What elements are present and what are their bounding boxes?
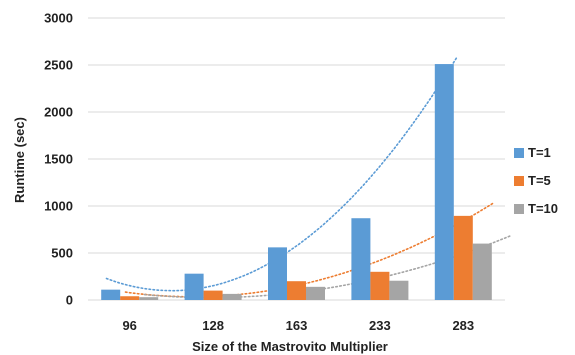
x-tick-label: 96	[122, 318, 136, 333]
y-tick-label: 1000	[44, 199, 73, 214]
bar-t1-128	[184, 273, 204, 300]
x-tick-label: 163	[286, 318, 308, 333]
bar-t5-128	[203, 290, 223, 300]
bar-t5-163	[287, 281, 306, 300]
bar-t1-233	[351, 218, 371, 300]
gridlines	[88, 17, 505, 301]
y-tick-label: 3000	[44, 11, 73, 26]
y-axis-title: Runtime (sec)	[12, 117, 27, 203]
legend-swatch	[514, 148, 524, 158]
legend-label: T=5	[528, 173, 551, 188]
legend-label: T=10	[528, 201, 558, 216]
bar-t1-283	[434, 64, 454, 300]
bar-t10-233	[389, 280, 409, 300]
bar-t5-233	[370, 271, 390, 300]
y-tick-label: 2000	[44, 105, 73, 120]
x-axis-ticks: 96 128 163 233 283	[122, 318, 474, 333]
y-axis-ticks: 0 500 1000 1500 2000 2500 3000	[44, 11, 73, 308]
bar-t10-128	[222, 293, 242, 300]
y-tick-label: 1500	[44, 152, 73, 167]
x-tick-label: 283	[452, 318, 474, 333]
y-tick-label: 0	[66, 293, 73, 308]
bar-t10-96	[139, 297, 159, 300]
x-tick-label: 233	[369, 318, 391, 333]
bars	[101, 64, 492, 300]
legend-swatch	[514, 176, 524, 186]
legend: T=1 T=5 T=10	[514, 145, 558, 216]
y-tick-label: 500	[51, 246, 73, 261]
y-tick-label: 2500	[44, 58, 73, 73]
bar-t10-283	[472, 243, 492, 300]
x-tick-label: 128	[202, 318, 224, 333]
bar-t5-96	[120, 296, 140, 300]
x-axis-title: Size of the Mastrovito Multiplier	[192, 339, 388, 354]
bar-t1-96	[101, 289, 121, 300]
bar-t5-283	[453, 215, 473, 300]
legend-swatch	[514, 204, 524, 214]
legend-label: T=1	[528, 145, 551, 160]
bar-t10-163	[306, 286, 325, 300]
bar-t1-163	[268, 247, 287, 300]
